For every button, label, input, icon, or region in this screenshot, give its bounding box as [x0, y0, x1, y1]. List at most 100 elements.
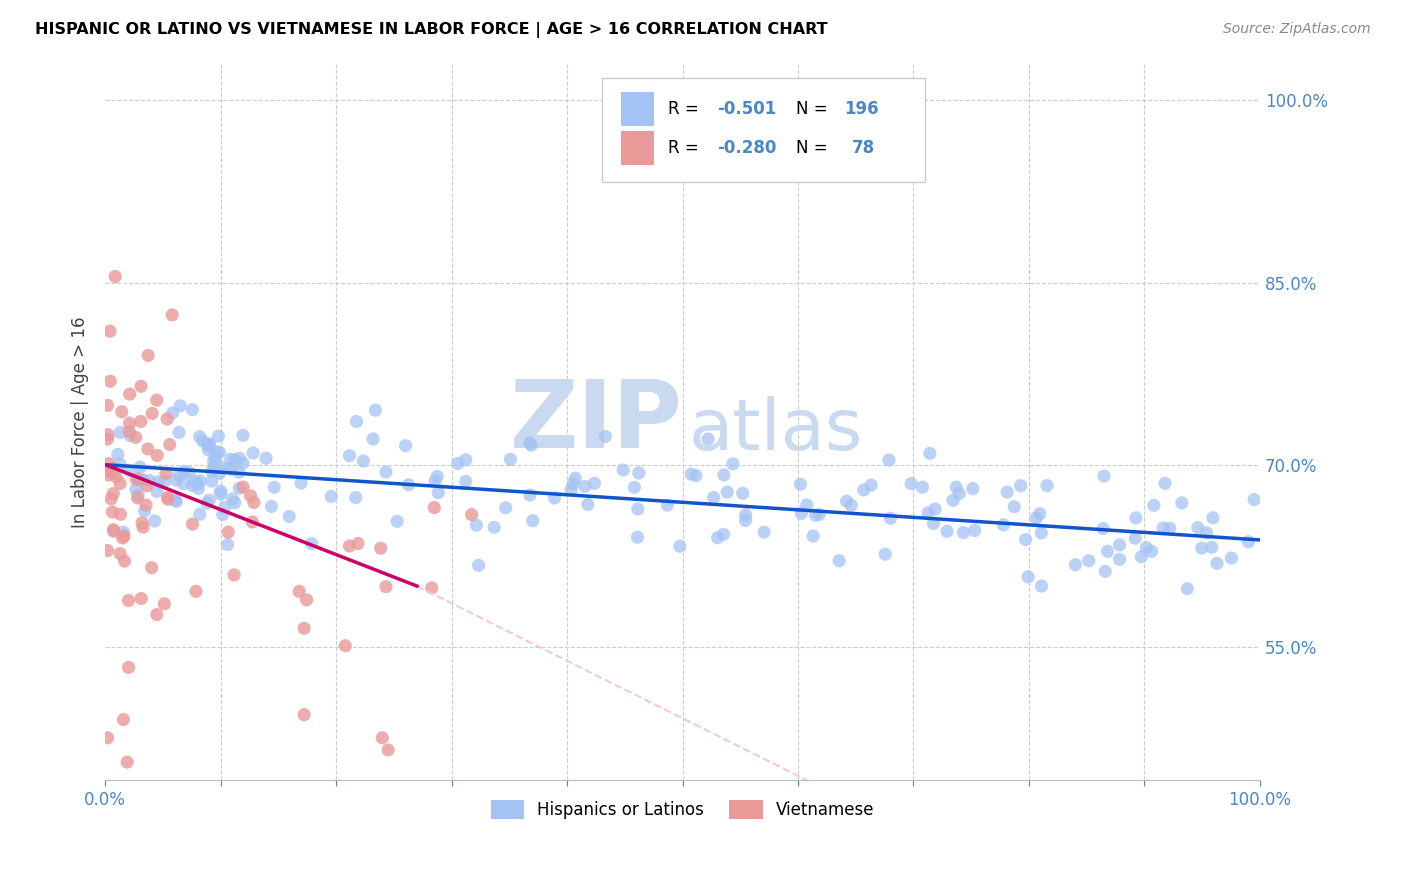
- Hispanics or Latinos: [706, 531, 728, 545]
- Vietnamese: [159, 437, 181, 451]
- Hispanics or Latinos: [108, 457, 131, 471]
- Hispanics or Latinos: [1143, 499, 1166, 513]
- Vietnamese: [243, 495, 266, 509]
- Hispanics or Latinos: [495, 500, 517, 515]
- Hispanics or Latinos: [669, 539, 692, 553]
- Hispanics or Latinos: [522, 514, 544, 528]
- Text: 78: 78: [852, 139, 876, 157]
- Hispanics or Latinos: [204, 450, 226, 464]
- Hispanics or Latinos: [681, 467, 703, 482]
- Hispanics or Latinos: [197, 442, 219, 457]
- Vietnamese: [125, 472, 148, 486]
- Hispanics or Latinos: [205, 445, 228, 459]
- Hispanics or Latinos: [623, 480, 645, 494]
- Vietnamese: [103, 524, 125, 539]
- Hispanics or Latinos: [734, 508, 756, 522]
- Vietnamese: [101, 466, 124, 480]
- Hispanics or Latinos: [627, 466, 650, 480]
- Hispanics or Latinos: [1159, 521, 1181, 535]
- Hispanics or Latinos: [209, 487, 232, 501]
- Vietnamese: [347, 536, 370, 550]
- Vietnamese: [111, 405, 134, 419]
- Bar: [621, 130, 654, 165]
- Vietnamese: [292, 707, 315, 722]
- Hispanics or Latinos: [1175, 582, 1198, 596]
- Vietnamese: [155, 467, 177, 481]
- Hispanics or Latinos: [364, 403, 387, 417]
- Hispanics or Latinos: [942, 493, 965, 508]
- Hispanics or Latinos: [1195, 525, 1218, 540]
- Vietnamese: [110, 508, 132, 522]
- Vietnamese: [98, 374, 121, 388]
- Hispanics or Latinos: [1237, 534, 1260, 549]
- Hispanics or Latinos: [112, 525, 135, 540]
- Hispanics or Latinos: [808, 508, 831, 522]
- Hispanics or Latinos: [188, 474, 211, 488]
- Vietnamese: [136, 442, 159, 456]
- Vietnamese: [141, 407, 163, 421]
- Hispanics or Latinos: [398, 477, 420, 491]
- Hispanics or Latinos: [752, 525, 775, 540]
- Vietnamese: [129, 591, 152, 606]
- Vietnamese: [118, 416, 141, 430]
- Hispanics or Latinos: [108, 425, 131, 440]
- Hispanics or Latinos: [948, 486, 970, 500]
- Hispanics or Latinos: [627, 502, 650, 516]
- Vietnamese: [111, 531, 134, 545]
- Hispanics or Latinos: [1187, 520, 1209, 534]
- Text: ZIP: ZIP: [509, 376, 682, 468]
- Hispanics or Latinos: [852, 483, 875, 497]
- Hispanics or Latinos: [1014, 533, 1036, 547]
- Vietnamese: [370, 541, 392, 556]
- Hispanics or Latinos: [346, 414, 368, 428]
- Hispanics or Latinos: [183, 474, 205, 488]
- Hispanics or Latinos: [374, 465, 396, 479]
- Vietnamese: [108, 547, 131, 561]
- Hispanics or Latinos: [1206, 557, 1229, 571]
- Hispanics or Latinos: [1202, 510, 1225, 524]
- Vietnamese: [104, 269, 127, 284]
- Text: R =: R =: [668, 100, 703, 118]
- Hispanics or Latinos: [790, 506, 813, 520]
- Vietnamese: [118, 425, 141, 439]
- Vietnamese: [117, 660, 139, 674]
- Hispanics or Latinos: [232, 428, 254, 442]
- Text: R =: R =: [668, 139, 703, 157]
- Hispanics or Latinos: [1077, 554, 1099, 568]
- Hispanics or Latinos: [835, 494, 858, 508]
- Vietnamese: [112, 713, 135, 727]
- Vietnamese: [127, 491, 149, 505]
- Hispanics or Latinos: [1130, 549, 1153, 564]
- Hispanics or Latinos: [214, 500, 236, 515]
- Hispanics or Latinos: [153, 475, 176, 489]
- Hispanics or Latinos: [1171, 496, 1194, 510]
- Hispanics or Latinos: [1108, 552, 1130, 566]
- Vietnamese: [118, 387, 141, 401]
- Hispanics or Latinos: [221, 462, 243, 476]
- Hispanics or Latinos: [188, 508, 211, 522]
- Text: -0.501: -0.501: [717, 100, 776, 118]
- Vietnamese: [135, 498, 157, 512]
- Hispanics or Latinos: [177, 466, 200, 480]
- Hispanics or Latinos: [1191, 541, 1213, 555]
- Vietnamese: [146, 393, 169, 408]
- FancyBboxPatch shape: [602, 78, 925, 182]
- Hispanics or Latinos: [128, 474, 150, 488]
- Hispanics or Latinos: [181, 478, 204, 492]
- Vietnamese: [97, 467, 120, 482]
- Hispanics or Latinos: [181, 402, 204, 417]
- Vietnamese: [335, 639, 357, 653]
- Hispanics or Latinos: [208, 459, 231, 474]
- Hispanics or Latinos: [918, 446, 941, 460]
- Vietnamese: [217, 525, 239, 540]
- Hispanics or Latinos: [499, 452, 522, 467]
- Hispanics or Latinos: [560, 483, 582, 497]
- Hispanics or Latinos: [208, 445, 231, 459]
- Hispanics or Latinos: [211, 508, 233, 522]
- Vietnamese: [98, 324, 121, 338]
- Hispanics or Latinos: [221, 491, 243, 506]
- Hispanics or Latinos: [576, 498, 599, 512]
- Hispanics or Latinos: [198, 493, 221, 508]
- Hispanics or Latinos: [1029, 507, 1052, 521]
- Vietnamese: [184, 584, 207, 599]
